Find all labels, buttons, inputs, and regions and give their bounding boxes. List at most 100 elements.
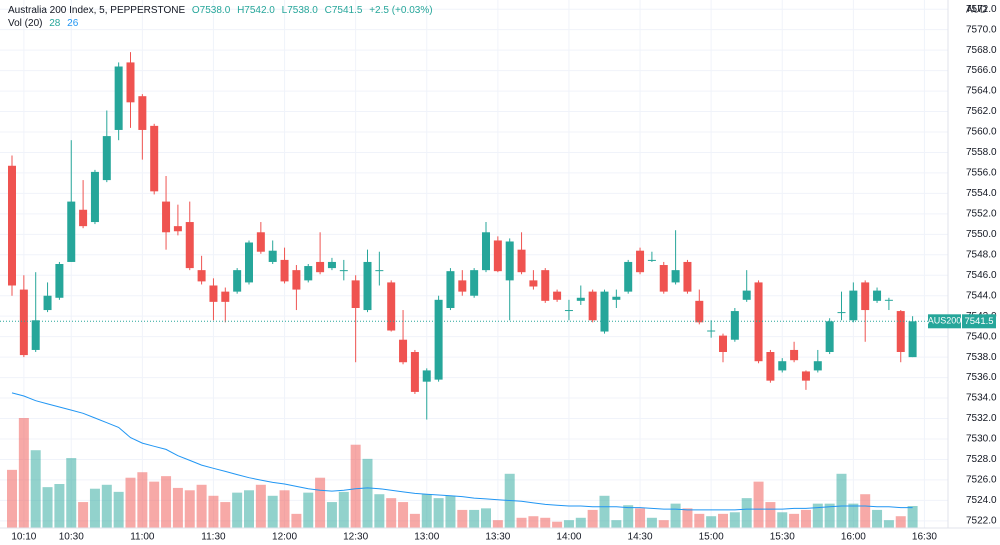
volume-bar: [244, 490, 254, 528]
y-tick-label: 7540.0: [966, 331, 997, 342]
candle-body: [683, 261, 692, 292]
candle-body: [434, 299, 443, 380]
candle-body: [719, 335, 727, 352]
y-tick-label: 7558.0: [966, 147, 997, 158]
volume-bar: [386, 498, 397, 528]
y-tick-label: 7536.0: [966, 372, 997, 383]
volume-bar: [362, 458, 373, 528]
x-tick-label: 13:30: [485, 532, 510, 543]
y-tick-label: 7526.0: [966, 475, 997, 486]
volume-bar: [836, 473, 847, 528]
candle-body: [209, 285, 218, 302]
x-tick-label: 14:00: [556, 532, 581, 543]
volume-bar: [421, 494, 432, 528]
candle-body: [185, 222, 194, 269]
candle-body: [280, 259, 289, 282]
candle-body: [446, 271, 455, 308]
candle-body: [493, 240, 502, 272]
candle-body: [730, 311, 739, 340]
x-tick-label: 16:00: [841, 532, 866, 543]
ohlc-low: L7538.0: [282, 5, 319, 16]
volume-bar: [113, 491, 124, 528]
candle-body: [256, 232, 265, 252]
y-tick-label: 7550.0: [966, 229, 997, 240]
volume-bar: [694, 513, 705, 528]
volume-bar: [101, 484, 112, 528]
volume-bar: [469, 509, 480, 528]
volume-bar: [374, 494, 385, 528]
volume-bar: [137, 472, 148, 528]
x-tick-label: 15:30: [770, 532, 795, 543]
y-tick-label: 7552.0: [966, 209, 997, 220]
volume-bar: [800, 509, 811, 528]
volume-bar: [232, 492, 243, 528]
volume-bar: [789, 513, 800, 528]
symbol-title: Australia 200 Index, 5, PEPPERSTONE: [8, 5, 185, 16]
volume-ma-line: [11, 392, 913, 511]
candle-body: [742, 290, 751, 300]
volume-bar: [492, 520, 503, 528]
candle-body: [67, 201, 76, 262]
candle-body: [233, 270, 242, 292]
candle-body: [766, 352, 775, 381]
candle-body: [31, 320, 40, 350]
candle-body: [245, 242, 253, 283]
volume-bar: [125, 477, 136, 528]
y-tick-label: 7562.0: [966, 106, 997, 117]
x-tick-label: 11:00: [130, 532, 155, 543]
candle-body: [671, 270, 680, 283]
candle-body: [790, 349, 799, 361]
candle-body: [873, 290, 882, 301]
candle-body: [102, 136, 111, 181]
volume-bar: [872, 509, 883, 528]
currency-label: AUD: [966, 5, 987, 16]
candle-body: [8, 165, 16, 286]
volume-bar: [753, 481, 764, 528]
volume-bar: [575, 517, 586, 528]
symbol-tag: [928, 314, 961, 329]
candle-body: [79, 209, 88, 227]
volume-bar: [623, 505, 634, 528]
y-tick-label: 7568.0: [966, 45, 997, 56]
y-tick-label: 7554.0: [966, 188, 997, 199]
volume-bar: [682, 508, 693, 528]
y-tick-label: 7572.0: [966, 4, 997, 15]
volume-bar: [208, 495, 219, 528]
volume-last: 28: [49, 18, 61, 29]
candle-body: [647, 259, 656, 261]
candle-body: [327, 261, 336, 269]
volume-bar: [599, 495, 610, 528]
candle-body: [837, 312, 846, 314]
volume-bar: [89, 488, 100, 528]
candle-body: [316, 261, 325, 273]
y-tick-label: 7564.0: [966, 86, 997, 97]
volume-bar: [267, 495, 278, 528]
candle-body: [422, 370, 431, 382]
candle-body: [268, 250, 277, 262]
volume-bar: [883, 520, 894, 528]
candle-body: [636, 250, 645, 273]
volume-pane: [7, 392, 918, 528]
x-tick-label: 15:00: [699, 532, 724, 543]
y-tick-label: 7544.0: [966, 290, 997, 301]
volume-bar: [670, 503, 681, 528]
change: +2.5 (+0.03%): [369, 5, 432, 16]
x-tick-label: 16:30: [912, 532, 937, 543]
candle-body: [505, 241, 514, 281]
volume-bar: [220, 502, 231, 528]
symbol-tag-label: AUS200: [928, 316, 962, 326]
y-tick-label: 7548.0: [966, 249, 997, 260]
x-tick-label: 14:30: [628, 532, 653, 543]
volume-bar: [445, 495, 456, 528]
y-tick-label: 7530.0: [966, 434, 997, 445]
price-tag-label: 7541.5: [964, 316, 993, 327]
volume-bar: [646, 517, 657, 528]
volume-bar: [303, 492, 314, 528]
candle-body: [351, 280, 360, 308]
volume-bar: [611, 520, 622, 528]
volume-bar: [291, 513, 302, 528]
volume-bar: [457, 509, 468, 528]
y-tick-label: 7566.0: [966, 65, 997, 76]
volume-bar: [326, 502, 337, 528]
